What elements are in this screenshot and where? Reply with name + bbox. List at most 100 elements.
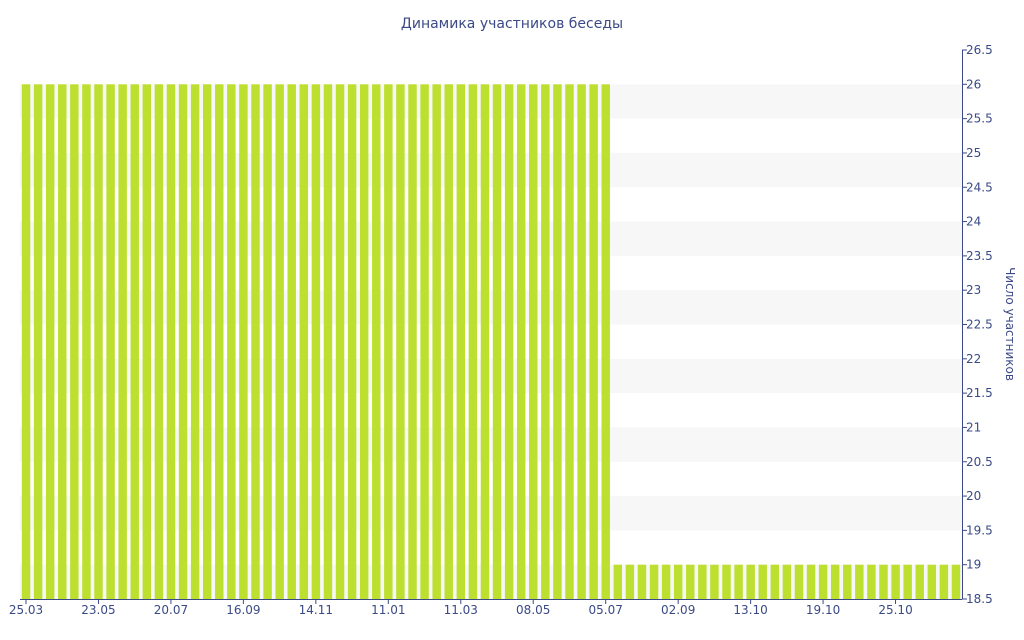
- bar: [275, 84, 284, 599]
- x-tick-label: 25.03: [9, 603, 43, 617]
- bar: [782, 564, 792, 599]
- y-tick-label: 26: [966, 77, 981, 91]
- bar: [516, 84, 526, 599]
- bar: [504, 84, 514, 599]
- bar: [686, 564, 695, 599]
- x-tick-label: 11.01: [371, 603, 405, 617]
- bar: [58, 84, 67, 599]
- bar: [311, 84, 321, 599]
- bar: [239, 84, 248, 599]
- bar: [951, 564, 961, 599]
- bar: [541, 84, 550, 599]
- bar: [227, 84, 236, 599]
- bar: [794, 564, 804, 599]
- bar: [927, 564, 937, 599]
- bar: [94, 84, 103, 599]
- grid-band: [20, 290, 962, 325]
- bar: [891, 564, 900, 599]
- bar: [770, 564, 780, 599]
- bar: [251, 84, 260, 599]
- bar: [480, 84, 490, 599]
- x-tick-label: 23.05: [81, 603, 115, 617]
- chart-title: Динамика участников беседы: [401, 16, 623, 32]
- bar: [577, 84, 586, 599]
- bar: [637, 564, 647, 599]
- bar: [444, 84, 453, 599]
- bar: [166, 84, 176, 599]
- bar: [915, 564, 924, 599]
- bar: [625, 564, 635, 599]
- bar: [82, 84, 91, 599]
- bar: [879, 564, 888, 599]
- bar: [734, 564, 743, 599]
- grid-band: [20, 358, 962, 394]
- bar: [830, 564, 840, 599]
- x-tick-label: 05.07: [589, 603, 623, 617]
- grid-bands: [20, 84, 962, 599]
- grid-band: [20, 221, 962, 256]
- bar: [21, 84, 31, 599]
- x-tick-label: 14.11: [299, 603, 333, 617]
- bar: [215, 84, 224, 599]
- bar: [818, 564, 828, 599]
- bar: [347, 84, 357, 599]
- x-tick-label: 02.09: [661, 603, 695, 617]
- bar: [323, 84, 333, 599]
- bar: [33, 84, 43, 599]
- y-tick-label: 23: [966, 283, 981, 297]
- bar: [432, 84, 441, 599]
- bar: [335, 84, 345, 599]
- bar: [698, 564, 707, 599]
- x-tick-label: 19.10: [806, 603, 840, 617]
- bar: [45, 84, 55, 599]
- y-tick-label: 19.5: [966, 523, 993, 537]
- bar: [154, 84, 164, 599]
- y-tick-label: 22: [966, 352, 981, 366]
- x-tick-label: 08.05: [516, 603, 550, 617]
- y-tick-label: 24.5: [966, 180, 993, 194]
- y-tick-label: 25.5: [966, 112, 993, 126]
- grid-band: [20, 496, 962, 531]
- bar: [661, 564, 671, 599]
- bar: [118, 84, 127, 599]
- y-tick-label: 20: [966, 489, 981, 503]
- axes: 18.5 19 19.5 20 20.5 21 21.5 22 22.5 23 23.5 24 24.5…: [9, 43, 993, 617]
- bar: [613, 564, 623, 599]
- y-tick-label: 23.5: [966, 249, 993, 263]
- grid-band: [20, 564, 962, 599]
- bar: [843, 564, 852, 599]
- bar: [601, 84, 610, 599]
- grid-band: [20, 152, 962, 188]
- grid-band: [20, 84, 962, 119]
- bar: [408, 84, 417, 599]
- bar: [142, 84, 152, 599]
- bar: [565, 84, 574, 599]
- bar: [867, 564, 876, 599]
- bar: [263, 84, 272, 599]
- x-tick-label: 11.03: [444, 603, 478, 617]
- y-tick-label: 21.5: [966, 386, 993, 400]
- bar: [492, 84, 502, 599]
- x-tick-label: 16.09: [226, 603, 260, 617]
- y-axis-label: Число участников: [1003, 267, 1017, 381]
- grid-band: [20, 427, 962, 462]
- bar: [190, 84, 200, 599]
- bar: [70, 84, 79, 599]
- bar: [722, 564, 731, 599]
- bar: [372, 84, 381, 599]
- bar: [106, 84, 115, 599]
- y-tick-label: 18.5: [966, 592, 993, 606]
- x-tick-label: 20.07: [154, 603, 188, 617]
- y-tick-label: 22.5: [966, 318, 993, 332]
- bar: [673, 564, 683, 599]
- bar: [202, 84, 212, 599]
- y-tick-label: 24: [966, 215, 981, 229]
- bar: [384, 84, 393, 599]
- bar: [130, 84, 139, 599]
- bar: [359, 84, 369, 599]
- bar: [758, 564, 767, 599]
- x-tick-label: 13.10: [733, 603, 767, 617]
- bar: [710, 564, 719, 599]
- bar: [529, 84, 538, 599]
- bar: [806, 564, 816, 599]
